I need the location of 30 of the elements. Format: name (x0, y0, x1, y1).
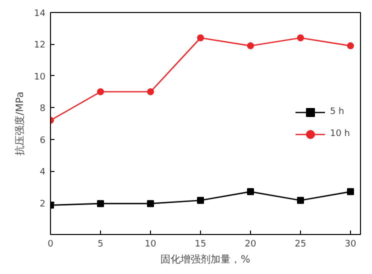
point (147, 200, 154, 208)
point (247, 42, 254, 50)
y-tick-label: 2 (40, 199, 46, 210)
point (347, 188, 354, 196)
legend-label: 5 h (330, 107, 346, 117)
y-axis-title: 抗压强度/MPa (14, 92, 26, 156)
y-tick-label: 10 (34, 72, 46, 82)
legend-label: 10 h (330, 129, 350, 139)
y-tick-label: 8 (40, 104, 46, 114)
y-tick-label: 4 (40, 168, 46, 178)
y-tick-label: 12 (34, 40, 46, 51)
point (197, 34, 204, 42)
point (197, 196, 204, 204)
x-tick-label: 10 (144, 240, 156, 250)
y-tick-label: 6 (40, 136, 46, 146)
point (147, 88, 154, 96)
y-tick-label: 14 (34, 9, 46, 19)
point (97, 88, 104, 96)
point (347, 42, 354, 50)
point (297, 34, 304, 42)
x-tick-label: 5 (98, 240, 104, 250)
x-tick-label: 25 (294, 240, 306, 250)
x-tick-label: 15 (194, 240, 206, 250)
point (247, 188, 254, 196)
x-axis-title: 固化增强剂加量，% (160, 254, 250, 266)
x-tick-label: 30 (344, 240, 356, 250)
point (97, 200, 104, 208)
x-tick-label: 20 (244, 240, 256, 250)
point (297, 196, 304, 204)
x-tick-label: 0 (48, 240, 54, 250)
